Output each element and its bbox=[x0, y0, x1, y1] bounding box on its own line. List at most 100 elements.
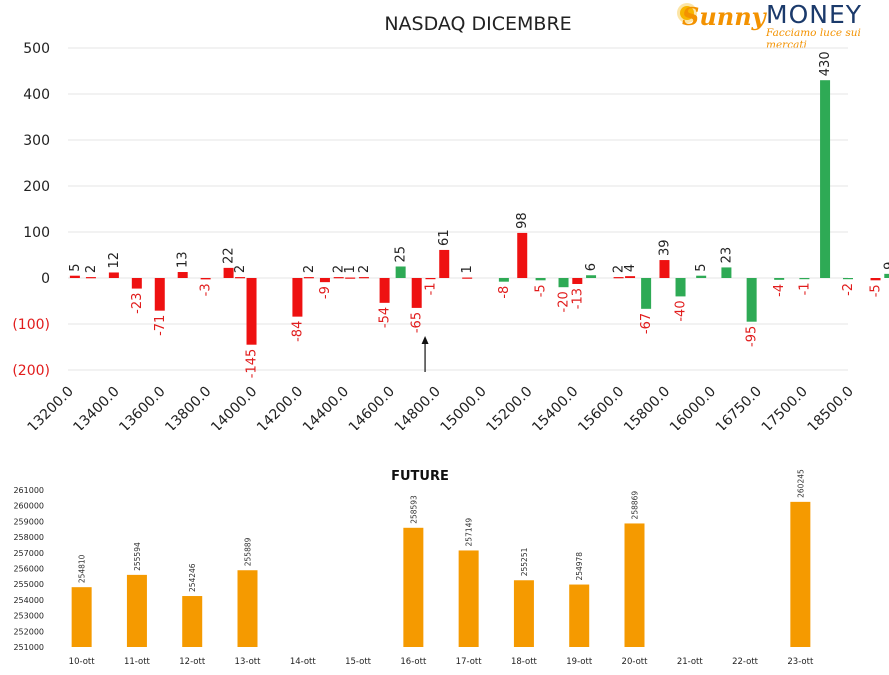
data-label: 5 bbox=[68, 263, 83, 271]
bar bbox=[425, 278, 436, 280]
data-label: 98 bbox=[515, 212, 530, 229]
x-tick-label: 16750.0 bbox=[713, 384, 765, 430]
y-tick-label: (100) bbox=[12, 317, 50, 333]
x-tick-label: 13400.0 bbox=[70, 384, 122, 430]
bar bbox=[586, 275, 597, 278]
future-y-tick-label: 252000 bbox=[13, 627, 44, 636]
future-x-tick-label: 18-ott bbox=[511, 657, 538, 667]
data-label: -5 bbox=[534, 284, 549, 297]
future-y-tick-label: 254000 bbox=[13, 596, 44, 605]
x-axis-ticks: 13200.013400.013600.013800.014000.014200… bbox=[25, 384, 857, 430]
bar bbox=[108, 272, 119, 278]
bar bbox=[870, 278, 881, 281]
bar bbox=[675, 278, 686, 297]
future-data-label: 255251 bbox=[520, 547, 529, 576]
bar bbox=[843, 278, 853, 280]
bar bbox=[572, 278, 583, 284]
bar bbox=[235, 277, 246, 279]
bar bbox=[358, 277, 369, 279]
bars bbox=[69, 80, 889, 345]
bar bbox=[395, 266, 406, 278]
future-bar bbox=[458, 550, 479, 647]
future-data-label: 258593 bbox=[409, 495, 418, 524]
data-label: 25 bbox=[394, 246, 409, 263]
y-tick-label: (200) bbox=[12, 363, 50, 379]
future-x-tick-label: 23-ott bbox=[787, 657, 814, 667]
data-label: 2 bbox=[357, 265, 372, 273]
data-label: 1 bbox=[343, 265, 358, 273]
bar bbox=[85, 277, 96, 279]
future-data-label: 255889 bbox=[244, 537, 253, 566]
future-title: FUTURE bbox=[391, 469, 449, 484]
future-bar bbox=[569, 584, 590, 647]
data-label: -4 bbox=[772, 284, 787, 297]
bar bbox=[799, 278, 810, 280]
data-label: -1 bbox=[423, 282, 438, 295]
future-y-tick-label: 260000 bbox=[13, 502, 44, 511]
bar bbox=[200, 278, 211, 280]
bar bbox=[333, 277, 344, 279]
data-label: -3 bbox=[199, 283, 214, 296]
future-x-tick-label: 19-ott bbox=[566, 657, 593, 667]
future-y-tick-label: 251000 bbox=[13, 643, 44, 652]
future-data-label: 260245 bbox=[796, 469, 805, 498]
future-data-label: 258869 bbox=[631, 491, 640, 520]
x-tick-label: 13600.0 bbox=[116, 384, 168, 430]
data-label: 13 bbox=[176, 251, 191, 268]
bar bbox=[177, 272, 188, 278]
bar bbox=[535, 278, 546, 281]
data-label: -65 bbox=[410, 312, 425, 333]
future-bar bbox=[790, 501, 811, 647]
future-x-tick-label: 10-ott bbox=[69, 657, 96, 667]
future-bar bbox=[71, 587, 92, 647]
gridlines bbox=[68, 47, 848, 371]
y-tick-label: 100 bbox=[23, 225, 50, 241]
y-tick-label: 400 bbox=[23, 87, 50, 103]
data-label: -8 bbox=[497, 286, 512, 299]
x-tick-label: 13800.0 bbox=[162, 384, 214, 430]
arrow-head bbox=[421, 336, 429, 344]
x-tick-label: 18500.0 bbox=[805, 384, 857, 430]
data-label: -1 bbox=[797, 282, 812, 295]
data-label: -20 bbox=[557, 291, 572, 312]
bar bbox=[411, 278, 422, 308]
bar bbox=[319, 278, 330, 283]
x-tick-label: 16000.0 bbox=[667, 384, 719, 430]
x-tick-label: 15200.0 bbox=[483, 384, 535, 430]
future-x-tick-label: 16-ott bbox=[400, 657, 427, 667]
future-data-label: 254246 bbox=[188, 563, 197, 592]
future-y-tick-label: 258000 bbox=[13, 533, 44, 542]
bar bbox=[223, 267, 234, 278]
bar bbox=[625, 276, 636, 278]
future-bar bbox=[513, 580, 534, 647]
future-data-label: 254810 bbox=[78, 554, 87, 583]
data-label: 2 bbox=[233, 265, 248, 273]
x-tick-label: 13200.0 bbox=[25, 384, 77, 430]
data-label: -9 bbox=[318, 286, 333, 299]
data-label: -23 bbox=[130, 293, 145, 314]
future-data-labels: 254810 255594 254246 255889 258593 257149 2552… bbox=[78, 469, 806, 592]
bar bbox=[721, 267, 732, 278]
data-label: -84 bbox=[290, 321, 305, 342]
data-label: 2 bbox=[84, 265, 99, 273]
x-tick-label: 17500.0 bbox=[759, 384, 811, 430]
data-label: -71 bbox=[153, 315, 168, 336]
bar bbox=[303, 277, 314, 279]
x-tick-label: 14000.0 bbox=[208, 384, 260, 430]
logo-word: MONEY bbox=[766, 0, 863, 29]
future-x-tick-label: 20-ott bbox=[622, 657, 649, 667]
data-label: 2 bbox=[612, 265, 627, 273]
x-tick-label: 14600.0 bbox=[346, 384, 398, 430]
future-chart: FUTURE 261000 260000 259000 258000 257000 256… bbox=[13, 469, 814, 667]
future-x-tick-label: 15-ott bbox=[345, 657, 372, 667]
logo-script-text: Sunny bbox=[682, 2, 766, 31]
bar bbox=[641, 278, 652, 309]
future-x-tick-label: 14-ott bbox=[290, 657, 317, 667]
x-tick-label: 15000.0 bbox=[438, 384, 490, 430]
chart-title: NASDAQ DICEMBRE bbox=[384, 13, 571, 35]
y-tick-label: 300 bbox=[23, 133, 50, 149]
future-data-label: 255594 bbox=[133, 542, 142, 571]
future-x-tick-label: 17-ott bbox=[456, 657, 483, 667]
bar bbox=[439, 249, 450, 278]
bar bbox=[696, 275, 707, 278]
